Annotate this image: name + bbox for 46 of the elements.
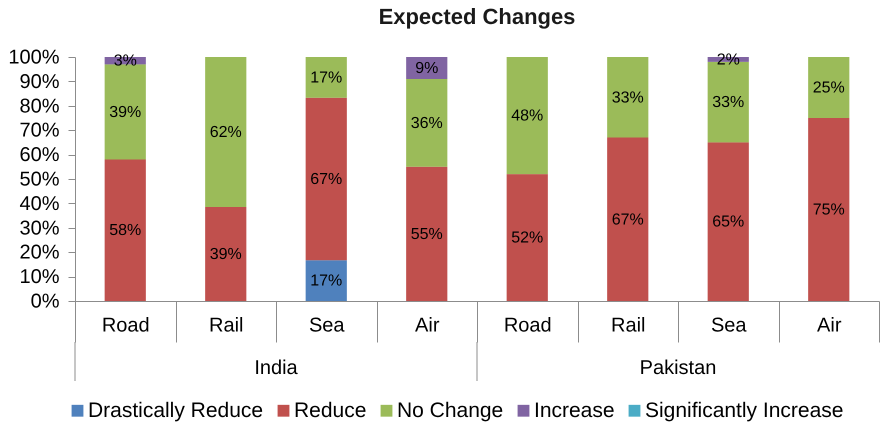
data-label: 67%	[612, 211, 644, 228]
y-tick-label: 100%	[8, 46, 60, 68]
data-label: 17%	[310, 69, 342, 86]
data-label: 67%	[310, 171, 342, 188]
y-tick-label: 10%	[19, 266, 60, 288]
y-tick-label: 20%	[19, 242, 60, 264]
chart-title: Expected Changes	[378, 4, 576, 29]
data-label: 39%	[210, 246, 242, 264]
y-tick-label: 60%	[19, 144, 60, 166]
data-label: 55%	[410, 226, 443, 243]
text: Pakistan	[640, 357, 716, 379]
y-tick-label: 0%	[30, 290, 60, 312]
legend-label: Drastically Reduce	[88, 398, 264, 422]
data-label: 62%	[210, 124, 242, 142]
y-tick-label: 80%	[19, 95, 60, 118]
legend-label: Reduce	[294, 398, 366, 422]
data-label: 65%	[712, 214, 744, 231]
x-tick-label: Road	[102, 314, 150, 336]
data-label: 48%	[511, 108, 544, 125]
data-label: 52%	[511, 230, 544, 247]
legend-label: No Change	[397, 398, 504, 422]
data-label: 3%	[114, 52, 137, 70]
data-label: 36%	[410, 114, 443, 132]
y-tick-label: 50%	[19, 168, 60, 190]
x-tick-label: Air	[817, 314, 842, 336]
y-tick-label: 30%	[19, 217, 60, 240]
x-tick-label: Sea	[308, 314, 346, 336]
data-label: 17%	[310, 272, 342, 290]
x-tick-label: Sea	[710, 314, 748, 336]
data-label: 58%	[109, 222, 142, 240]
data-label: 75%	[812, 202, 845, 218]
data-label: 39%	[109, 104, 142, 121]
x-tick-label: Air	[415, 314, 440, 336]
y-tick-label: 40%	[19, 192, 60, 215]
x-tick-label: Rail	[611, 314, 646, 336]
data-label: 33%	[712, 94, 744, 112]
data-label: 9%	[415, 60, 438, 77]
text: India	[254, 357, 299, 379]
data-label: 33%	[612, 89, 644, 106]
y-tick-label: 70%	[19, 120, 60, 142]
y-tick-label: 90%	[19, 70, 60, 93]
legend-label: Increase	[534, 398, 615, 422]
x-tick-label: Road	[504, 314, 552, 336]
data-label: 25%	[812, 80, 845, 96]
x-tick-label: Rail	[209, 314, 244, 336]
legend-label: Significantly Increase	[645, 398, 844, 422]
